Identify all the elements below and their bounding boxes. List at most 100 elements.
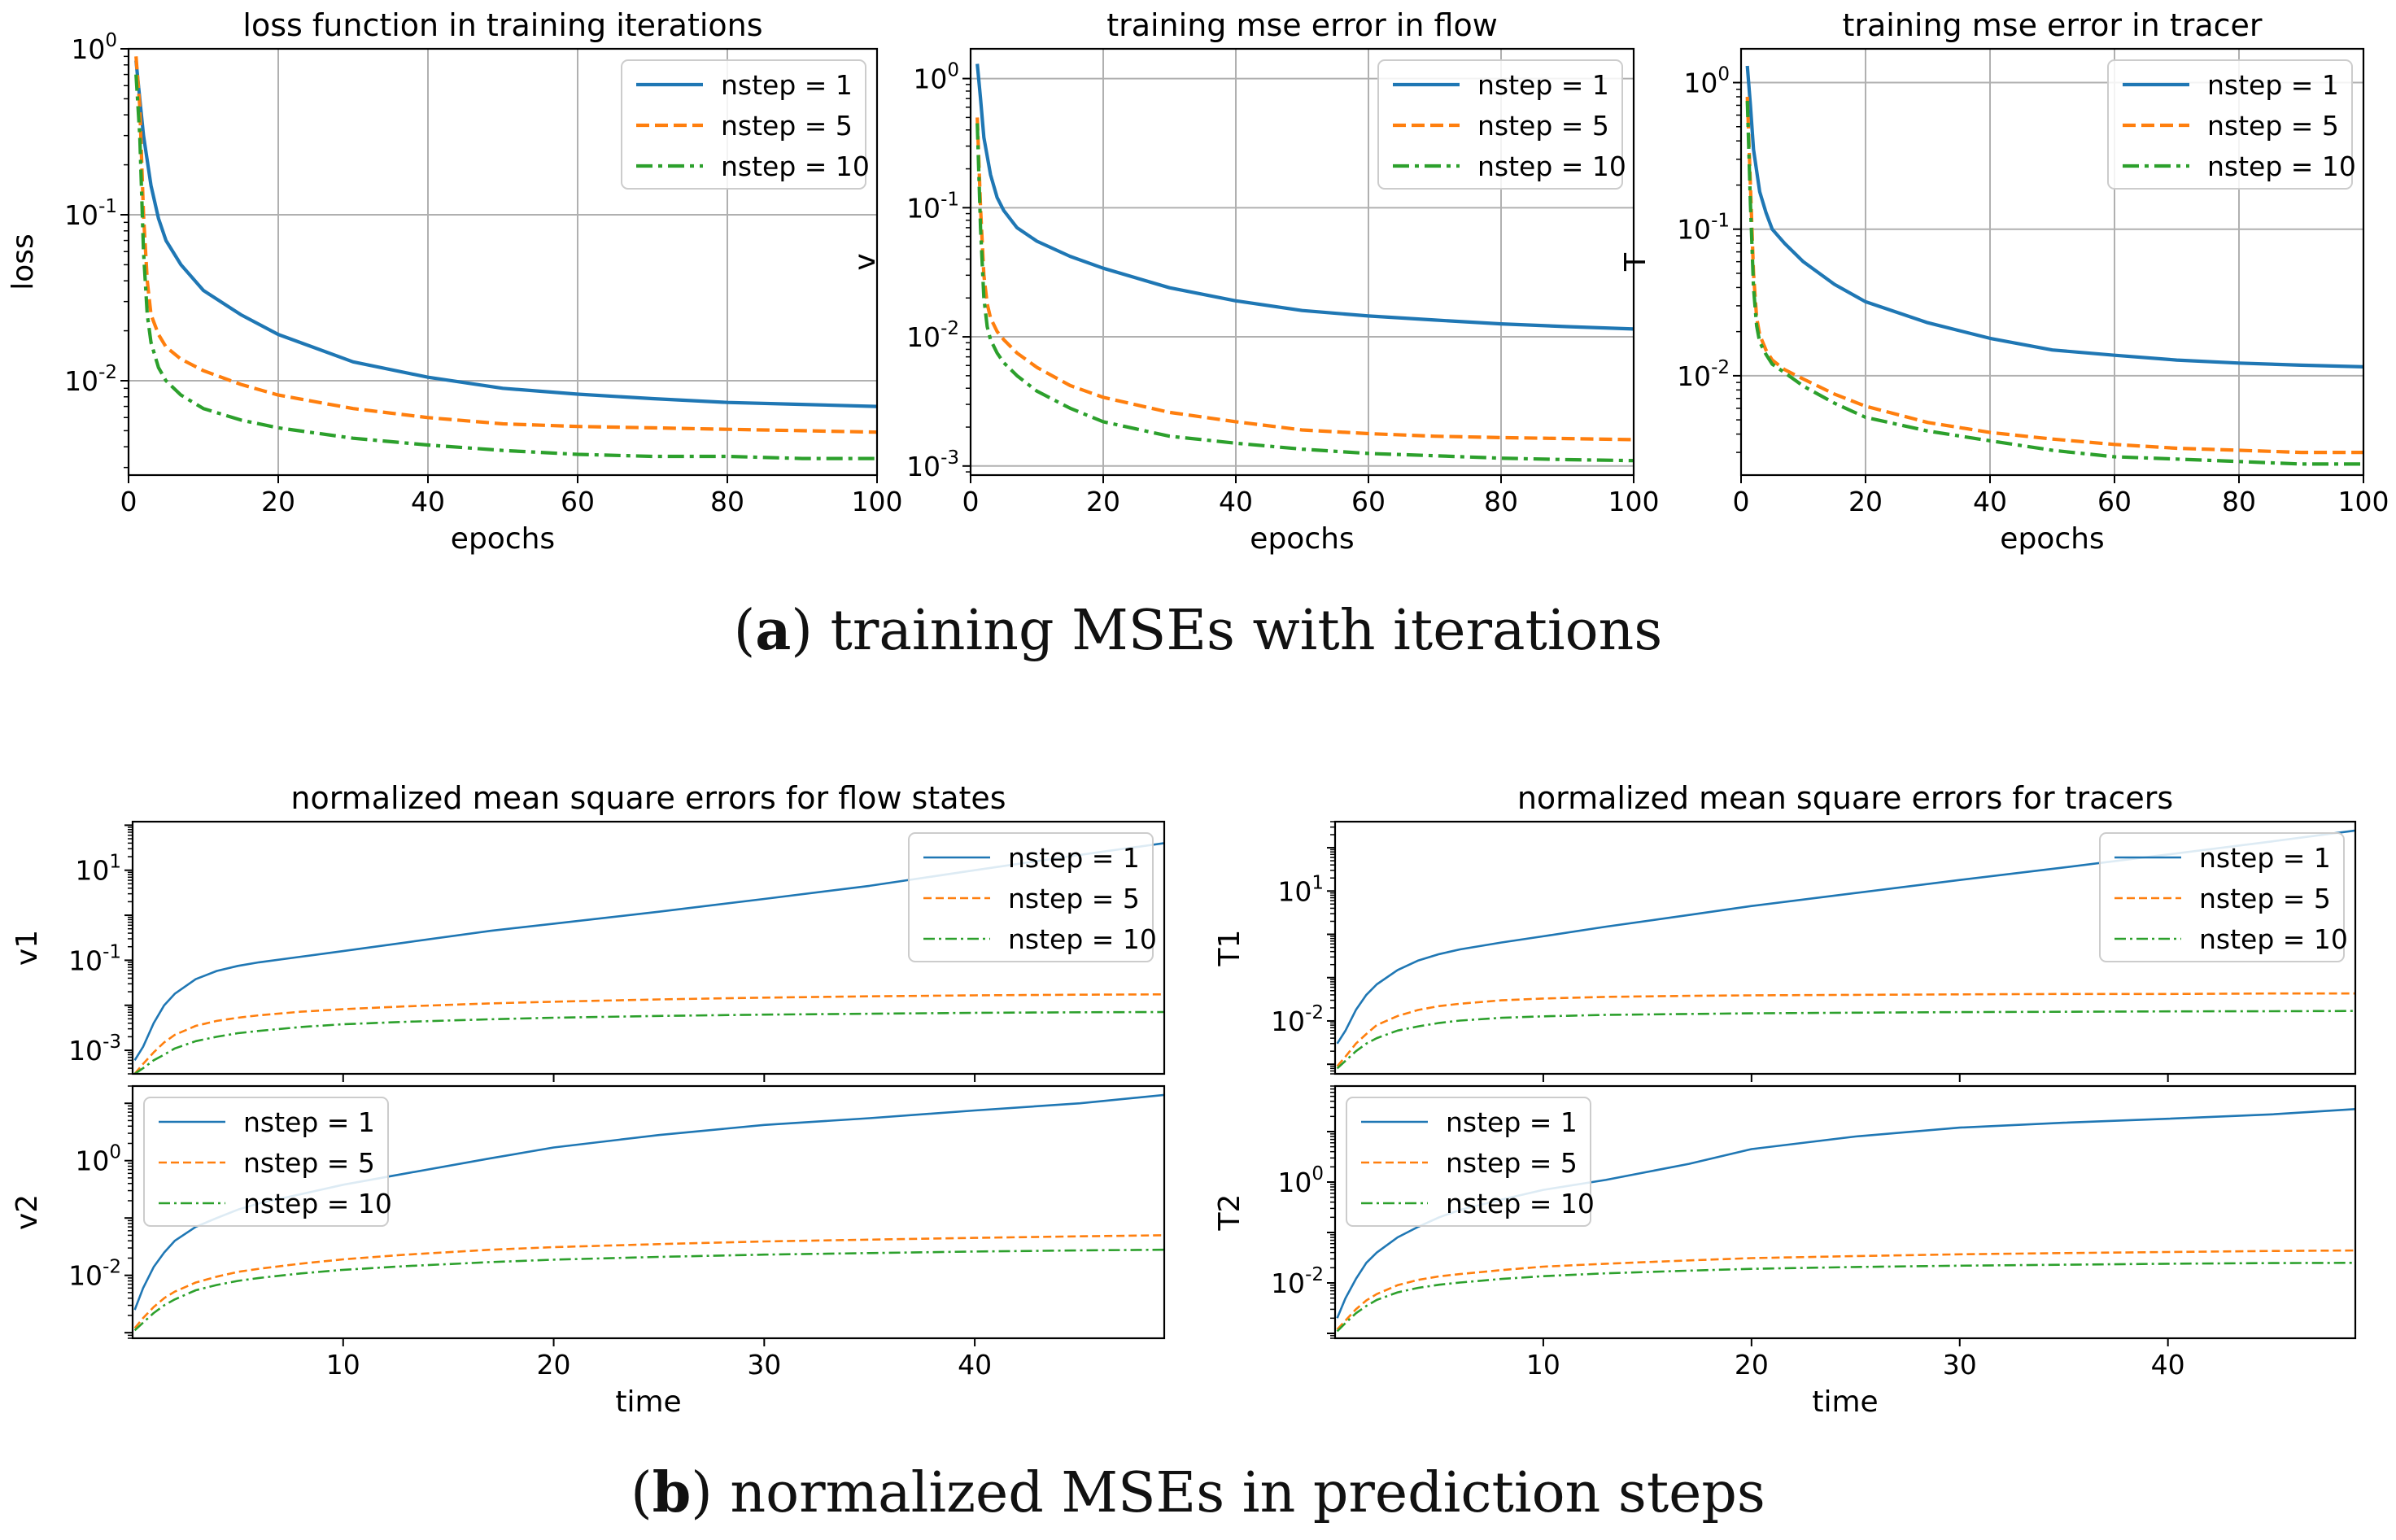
caption-a: (a) training MSEs with iterations <box>733 598 1663 663</box>
chart-flow: 0 20 40 60 80 100 100 10-1 10-2 10-3 training mse … <box>849 7 1660 556</box>
legend-label: nstep = 10 <box>2207 151 2356 182</box>
series-group <box>1745 65 2363 466</box>
y-tick-label: 10-1 <box>906 189 959 224</box>
x-tick-label: 60 <box>561 486 595 517</box>
plot-frame <box>969 47 1635 477</box>
legend-box <box>143 1097 389 1227</box>
series-line-nstep1 <box>1745 65 2363 369</box>
y-tick-label: 10-2 <box>68 1257 121 1292</box>
y-axis-label: T2 <box>1213 1194 1246 1232</box>
legend-label: nstep = 5 <box>2207 110 2339 142</box>
chart-title: normalized mean square errors for flow s… <box>290 780 1006 816</box>
y-tick-label: 100 <box>71 30 117 65</box>
x-tick-label: 20 <box>1086 486 1120 517</box>
plot-frame <box>131 1084 1166 1340</box>
y-axis-label: v <box>849 253 882 270</box>
series-line-nstep10 <box>133 1248 1164 1332</box>
legend-label: nstep = 5 <box>243 1147 375 1179</box>
series-line-nstep1 <box>975 63 1634 331</box>
legend-label: nstep = 5 <box>2199 883 2331 914</box>
caption-a-letter: a <box>755 598 792 663</box>
legend-label: nstep = 10 <box>1008 923 1157 955</box>
x-tick-label: 40 <box>2151 1349 2185 1381</box>
x-axis-label: time <box>1812 1385 1878 1419</box>
y-tick-label: 100 <box>1683 64 1730 99</box>
legend-box <box>2099 832 2345 962</box>
y-tick-label: 10-3 <box>68 1032 121 1067</box>
series-line-nstep10 <box>1336 1262 2355 1333</box>
series-line-nstep10 <box>1745 100 2363 466</box>
series-line-nstep5 <box>133 993 1164 1074</box>
legend-label: nstep = 1 <box>721 69 853 101</box>
legend-label: nstep = 1 <box>243 1106 375 1138</box>
x-axis-label: time <box>615 1385 681 1419</box>
x-tick-label: 40 <box>958 1349 992 1381</box>
y-tick-label: 10-1 <box>1677 211 1730 246</box>
legend-label: nstep = 10 <box>243 1188 392 1219</box>
x-tick-label: 100 <box>2338 486 2389 517</box>
series-line-nstep5 <box>134 56 877 434</box>
legend-box <box>908 832 1154 962</box>
x-tick-label: 60 <box>2097 486 2132 517</box>
x-axis-label: epochs <box>1250 522 1354 556</box>
legend-label: nstep = 10 <box>721 151 870 182</box>
legend-box <box>1346 1097 1591 1227</box>
series-line-nstep5 <box>133 1234 1164 1329</box>
y-tick-label: 101 <box>1277 872 1324 907</box>
y-tick-label: 10-2 <box>64 362 117 397</box>
legend: nstep = 1 nstep = 5 nstep = 10 <box>1346 1097 1595 1227</box>
series-line-nstep1 <box>1336 829 2355 1045</box>
legend: nstep = 1 nstep = 5 nstep = 10 <box>621 59 870 190</box>
series-line-nstep10 <box>133 1010 1164 1074</box>
caption-b: (b) normalized MSEs in prediction steps <box>631 1460 1765 1525</box>
y-tick-label: 10-3 <box>906 447 959 482</box>
y-tick-label: 101 <box>75 852 121 887</box>
series-line-nstep1 <box>133 842 1164 1061</box>
x-tick-label: 10 <box>1526 1349 1560 1381</box>
x-tick-label: 20 <box>261 486 295 517</box>
series-line-nstep10 <box>975 123 1634 463</box>
series-line-nstep5 <box>1336 992 2355 1067</box>
legend-label: nstep = 1 <box>2199 842 2331 874</box>
legend-label: nstep = 1 <box>2207 69 2339 101</box>
series-group <box>1336 829 2355 1070</box>
y-tick-label: 10-2 <box>1271 1264 1324 1299</box>
legend-box <box>1377 59 1623 190</box>
legend-label: nstep = 5 <box>1477 110 1609 142</box>
legend-label: nstep = 10 <box>1446 1188 1595 1219</box>
y-tick-label: 10-1 <box>64 196 117 231</box>
x-tick-label: 100 <box>852 486 903 517</box>
series-group <box>133 842 1164 1074</box>
x-tick-label: 0 <box>120 486 137 517</box>
y-axis-label: v1 <box>11 930 44 966</box>
y-tick-label: 100 <box>913 60 959 95</box>
y-tick-label: 100 <box>1277 1163 1324 1198</box>
x-tick-label: 40 <box>1973 486 2007 517</box>
plot-frame <box>1333 1084 2357 1340</box>
series-line-nstep10 <box>1336 1010 2355 1070</box>
y-tick-label: 10-1 <box>68 941 121 976</box>
y-tick-label: 10-2 <box>906 318 959 353</box>
x-axis-label: epochs <box>451 522 555 556</box>
x-tick-label: 60 <box>1351 486 1386 517</box>
legend: nstep = 1 nstep = 5 nstep = 10 <box>2107 59 2356 190</box>
legend-label: nstep = 1 <box>1446 1106 1578 1138</box>
plot-frame <box>131 820 1166 1075</box>
x-tick-label: 30 <box>747 1349 781 1381</box>
chart-loss: 0 20 40 60 80 100 100 10-1 10-2 loss function in … <box>7 7 903 556</box>
legend-box <box>621 59 866 190</box>
legend: nstep = 1 nstep = 5 nstep = 10 <box>143 1097 392 1227</box>
x-tick-label: 20 <box>1735 1349 1769 1381</box>
legend-label: nstep = 10 <box>1477 151 1626 182</box>
caption-b-text: ) normalized MSEs in prediction steps <box>691 1461 1765 1525</box>
x-tick-label: 0 <box>962 486 980 517</box>
y-tick-label: 10-2 <box>1677 357 1730 392</box>
x-tick-label: 0 <box>1733 486 1750 517</box>
x-tick-label: 30 <box>1943 1349 1977 1381</box>
x-tick-label: 100 <box>1608 486 1660 517</box>
series-line-nstep5 <box>975 117 1634 442</box>
chart-tracer: 0 20 40 60 80 100 100 10-1 10-2 training mse erro… <box>1619 7 2389 556</box>
y-tick-label: 10-2 <box>1271 1002 1324 1037</box>
